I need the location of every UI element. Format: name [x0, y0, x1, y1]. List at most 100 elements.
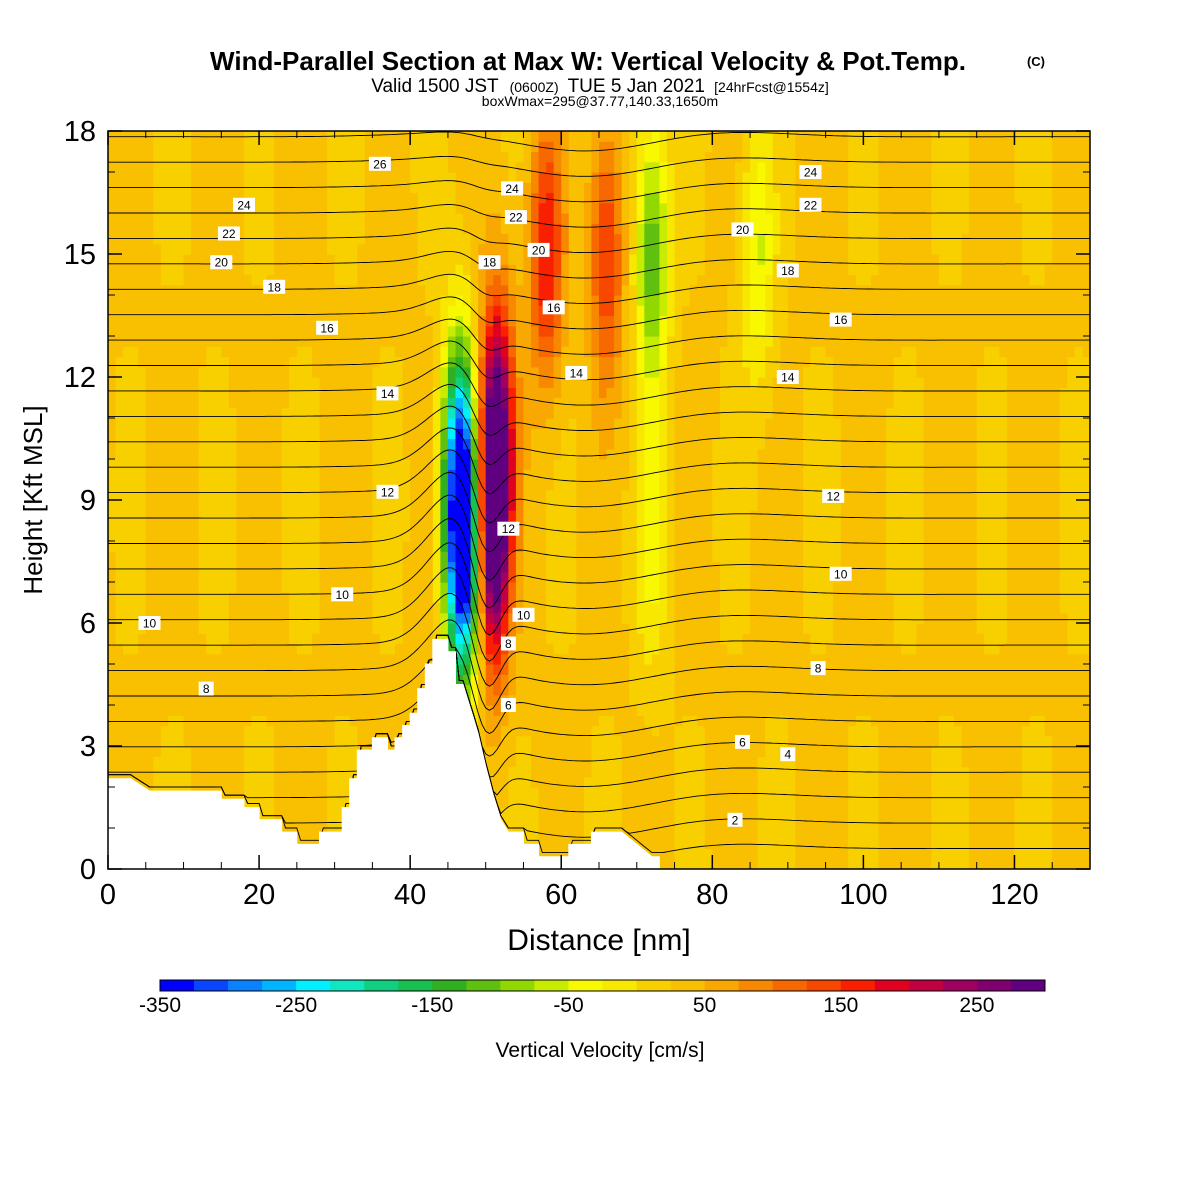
field-cell — [236, 356, 245, 368]
field-cell — [289, 684, 298, 696]
field-cell — [410, 530, 419, 542]
field-cell — [531, 305, 540, 317]
field-cell — [531, 428, 540, 440]
field-cell — [123, 715, 132, 727]
field-cell — [500, 602, 509, 614]
field-cell — [123, 500, 132, 511]
field-cell — [334, 489, 343, 501]
field-cell — [432, 623, 441, 634]
field-cell — [228, 295, 238, 306]
field-cell — [274, 315, 283, 327]
field-cell — [175, 725, 185, 737]
field-cell — [372, 623, 381, 634]
field-cell — [493, 202, 502, 214]
field-cell — [470, 202, 479, 214]
field-cell — [236, 725, 245, 737]
field-cell — [342, 131, 351, 142]
field-cell — [546, 838, 555, 850]
field-cell — [168, 602, 177, 614]
field-cell — [266, 459, 275, 470]
field-cell — [599, 510, 608, 522]
field-cell — [236, 551, 245, 563]
field-cell — [485, 520, 494, 532]
field-cell — [387, 725, 396, 737]
field-cell — [614, 377, 623, 388]
field-cell — [327, 479, 336, 491]
field-cell — [402, 131, 411, 142]
field-cell — [123, 653, 132, 665]
field-cell — [591, 459, 600, 470]
field-cell — [515, 356, 525, 368]
field-cell — [221, 582, 230, 593]
field-cell — [296, 346, 305, 358]
field-cell — [553, 346, 562, 358]
field-cell — [432, 131, 441, 142]
field-cell — [349, 612, 358, 624]
field-cell — [175, 233, 185, 245]
field-cell — [251, 500, 260, 511]
field-cell — [289, 807, 298, 819]
field-cell — [123, 725, 132, 737]
field-cell — [606, 346, 615, 358]
field-cell — [138, 592, 147, 604]
field-cell — [221, 551, 230, 563]
field-cell — [274, 141, 283, 153]
field-cell — [206, 571, 215, 583]
field-cell — [470, 407, 479, 419]
field-cell — [191, 746, 200, 757]
field-cell — [599, 182, 608, 194]
field-cell — [440, 172, 449, 183]
field-cell — [553, 817, 562, 829]
field-cell — [266, 161, 275, 173]
field-cell — [463, 315, 472, 327]
field-cell — [493, 551, 502, 563]
field-cell — [138, 571, 147, 583]
field-cell — [115, 284, 124, 296]
field-cell — [531, 295, 540, 306]
field-cell — [455, 346, 464, 358]
field-cell — [478, 489, 487, 501]
field-cell — [191, 674, 200, 686]
field-cell — [478, 192, 487, 204]
field-cell — [221, 756, 230, 768]
field-cell — [130, 715, 139, 727]
field-cell — [599, 664, 608, 675]
field-cell — [447, 551, 457, 563]
field-cell — [478, 653, 487, 665]
field-cell — [206, 776, 215, 788]
field-cell — [500, 787, 509, 798]
field-cell — [531, 684, 540, 696]
field-cell — [553, 725, 562, 737]
field-cell — [281, 705, 290, 716]
field-cell — [311, 243, 321, 255]
field-cell — [191, 684, 200, 696]
field-cell — [485, 623, 494, 634]
field-cell — [342, 469, 351, 481]
field-cell — [553, 192, 562, 204]
field-cell — [357, 213, 366, 224]
field-cell — [138, 715, 147, 727]
field-cell — [455, 602, 464, 614]
field-cell — [546, 541, 555, 552]
field-cell — [289, 571, 298, 583]
field-cell — [115, 141, 124, 153]
field-cell — [425, 407, 434, 419]
field-cell — [372, 612, 381, 624]
field-cell — [425, 592, 434, 604]
field-cell — [395, 551, 404, 563]
field-cell — [470, 530, 479, 542]
field-cell — [553, 325, 562, 337]
field-cell — [379, 633, 389, 645]
field-cell — [410, 418, 419, 429]
field-cell — [342, 674, 351, 686]
field-cell — [311, 284, 321, 296]
field-cell — [198, 305, 207, 317]
field-cell — [493, 172, 502, 183]
field-cell — [538, 725, 547, 737]
field-cell — [463, 530, 472, 542]
field-cell — [251, 735, 260, 747]
field-cell — [228, 592, 238, 604]
field-cell — [629, 828, 638, 839]
field-cell — [198, 223, 207, 235]
field-cell — [304, 325, 313, 337]
